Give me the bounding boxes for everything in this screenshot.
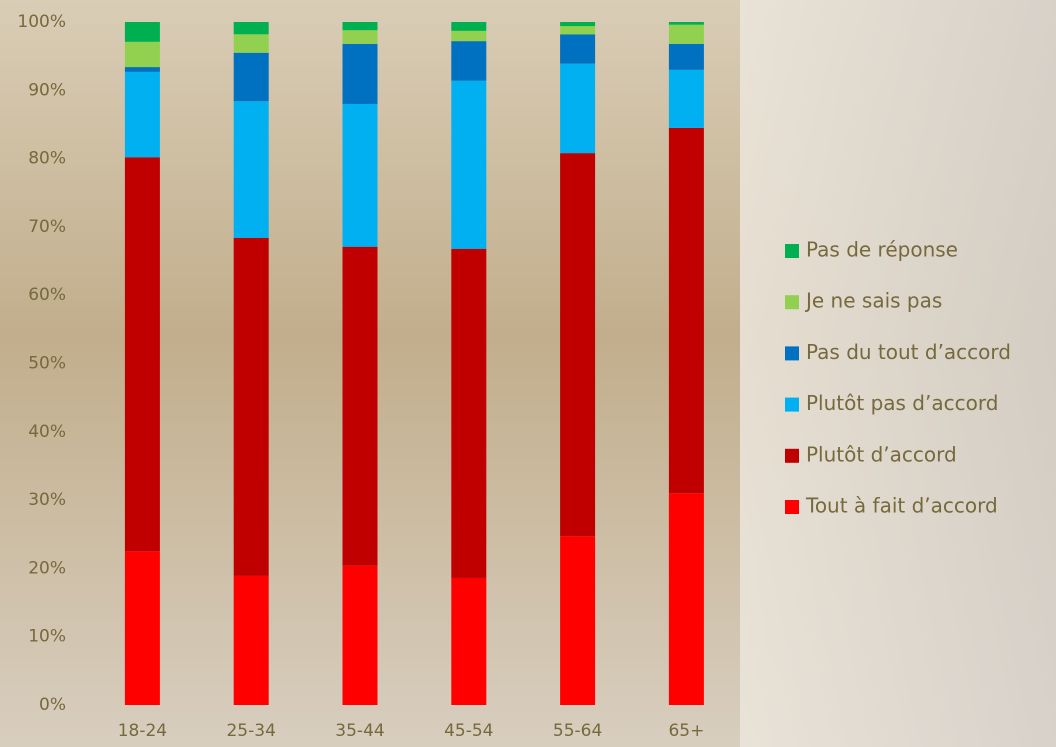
bar-segment <box>560 22 595 26</box>
legend-swatch <box>785 449 799 463</box>
legend-label: Plutôt pas d’accord <box>806 391 998 415</box>
y-tick-label: 50% <box>28 354 66 374</box>
bar-segment <box>343 30 378 44</box>
bar-segment <box>451 81 486 249</box>
x-tick-label: 65+ <box>668 721 704 741</box>
bar-segment <box>343 566 378 705</box>
bar-segment <box>451 41 486 81</box>
bar-segment <box>451 578 486 705</box>
x-tick-label: 45-54 <box>444 721 493 741</box>
legend-label: Pas de réponse <box>806 238 958 262</box>
y-tick-label: 0% <box>39 695 66 715</box>
bar-segment <box>560 153 595 536</box>
x-tick-label: 55-64 <box>553 721 602 741</box>
bar-segment <box>125 42 160 67</box>
x-tick-label: 18-24 <box>118 721 167 741</box>
chart: 0% 10% 20% 30% 40% 50% 60% 70% 80% 90% 100% 18-24 25… <box>0 0 1056 747</box>
legend-label: Plutôt d’accord <box>806 442 957 466</box>
y-tick-label: 40% <box>28 422 66 442</box>
legend-swatch <box>785 295 799 309</box>
y-tick-label: 20% <box>28 558 66 578</box>
y-tick-label: 60% <box>28 285 66 305</box>
bar-segment <box>343 22 378 30</box>
bar-segment <box>125 22 160 42</box>
x-tick-label: 35-44 <box>335 721 384 741</box>
y-tick-label: 100% <box>17 12 66 32</box>
y-tick-label: 30% <box>28 490 66 510</box>
bar-segment <box>343 247 378 566</box>
bar-segment <box>343 44 378 104</box>
bar-segment <box>451 22 486 31</box>
legend-swatch <box>785 346 799 360</box>
background-right <box>740 0 1056 747</box>
y-tick-label: 90% <box>28 80 66 100</box>
bar-segment <box>234 101 269 238</box>
bar-segment <box>560 26 595 34</box>
legend-label: Tout à fait d’accord <box>805 494 998 518</box>
bar-segment <box>343 104 378 247</box>
bar-segment <box>669 44 704 70</box>
bar-segment <box>234 576 269 705</box>
bar-segment <box>234 22 269 34</box>
bar-segment <box>125 551 160 705</box>
bar-segment <box>451 31 486 41</box>
bar-segment <box>125 157 160 551</box>
legend-label: Je ne sais pas <box>804 289 942 313</box>
legend-swatch <box>785 244 799 258</box>
bar-segment <box>560 34 595 63</box>
bar-segment <box>560 64 595 153</box>
bar-segment <box>451 249 486 578</box>
bar-segment <box>669 70 704 128</box>
bar-segment <box>125 67 160 72</box>
bar-segment <box>669 22 704 25</box>
bar-segment <box>234 238 269 576</box>
y-tick-label: 10% <box>28 627 66 647</box>
x-tick-label: 25-34 <box>226 721 275 741</box>
legend-swatch <box>785 398 799 412</box>
legend-label: Pas du tout d’accord <box>806 340 1011 364</box>
bar-segment <box>234 34 269 52</box>
bar-segment <box>234 53 269 101</box>
bar-segment <box>560 536 595 705</box>
bar-segment <box>669 493 704 705</box>
bar-segment <box>125 72 160 157</box>
bar-segment <box>669 128 704 493</box>
bar-segment <box>669 25 704 44</box>
y-tick-label: 70% <box>28 217 66 237</box>
legend-swatch <box>785 500 799 514</box>
y-tick-label: 80% <box>28 149 66 169</box>
